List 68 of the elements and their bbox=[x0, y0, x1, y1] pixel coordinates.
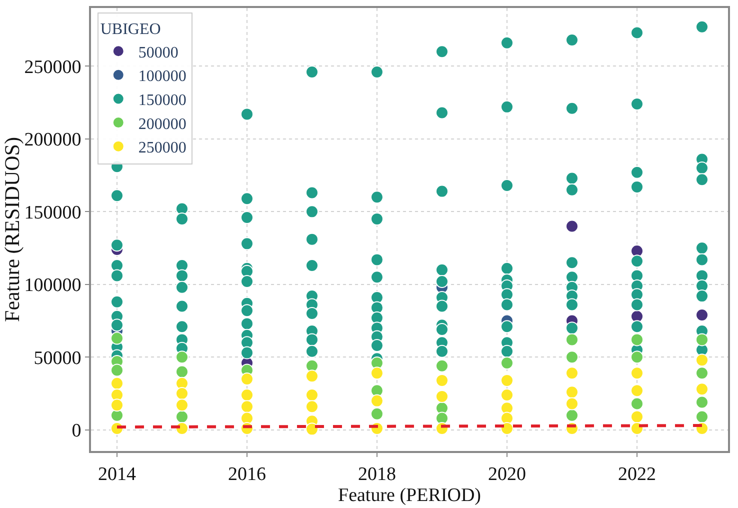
point bbox=[566, 366, 578, 380]
point bbox=[306, 388, 318, 402]
y-tick-label: 50000 bbox=[34, 348, 82, 369]
point bbox=[630, 366, 644, 380]
x-axis-title: Feature (PERIOD) bbox=[338, 485, 481, 506]
point bbox=[110, 332, 124, 345]
point bbox=[500, 422, 514, 435]
point bbox=[566, 386, 578, 399]
point bbox=[630, 410, 644, 424]
point bbox=[500, 356, 514, 370]
point bbox=[240, 372, 254, 386]
point bbox=[370, 407, 384, 420]
point bbox=[240, 400, 254, 414]
point bbox=[500, 374, 514, 387]
point bbox=[306, 422, 318, 436]
x-tick-label: 2022 bbox=[618, 464, 656, 485]
point bbox=[696, 354, 708, 367]
point bbox=[110, 376, 124, 390]
legend-label: 200000 bbox=[138, 116, 186, 133]
point bbox=[176, 398, 188, 412]
x-tick-label: 2018 bbox=[358, 464, 396, 485]
legend-label: 150000 bbox=[138, 92, 186, 109]
point bbox=[306, 370, 318, 383]
point bbox=[436, 390, 448, 403]
legend-label: 50000 bbox=[138, 44, 178, 62]
point bbox=[306, 400, 318, 414]
point bbox=[176, 410, 188, 424]
point bbox=[696, 382, 708, 396]
x-tick-label: 2014 bbox=[98, 464, 136, 485]
point bbox=[566, 397, 578, 410]
legend-label: 100000 bbox=[138, 68, 186, 86]
point bbox=[176, 365, 188, 378]
y-tick-label: 150000 bbox=[24, 202, 82, 224]
point bbox=[500, 388, 514, 402]
point bbox=[566, 220, 578, 233]
point bbox=[566, 408, 578, 422]
point bbox=[500, 402, 514, 415]
point bbox=[370, 366, 384, 380]
point bbox=[370, 384, 384, 398]
legend-title: UBIGEO bbox=[100, 21, 161, 38]
point bbox=[630, 333, 644, 346]
point bbox=[630, 422, 644, 435]
point bbox=[176, 350, 188, 364]
point bbox=[630, 384, 644, 398]
legend-label: 250000 bbox=[138, 140, 186, 157]
x-tick-label: 2016 bbox=[228, 464, 266, 485]
point bbox=[436, 374, 448, 387]
point bbox=[630, 397, 644, 410]
y-tick-label: 0 bbox=[72, 420, 82, 442]
point bbox=[176, 387, 188, 400]
point bbox=[566, 350, 578, 364]
x-tick-label: 2020 bbox=[488, 464, 526, 485]
point bbox=[696, 308, 708, 322]
point bbox=[696, 366, 708, 380]
y-axis-title: Feature (RESIDUOS) bbox=[0, 137, 24, 322]
point bbox=[370, 394, 384, 408]
point bbox=[436, 359, 448, 372]
point bbox=[110, 398, 124, 412]
point bbox=[696, 333, 708, 346]
point bbox=[696, 396, 708, 409]
point bbox=[240, 388, 254, 402]
y-tick-label: 200000 bbox=[24, 130, 82, 151]
point bbox=[110, 364, 124, 377]
y-tick-label: 100000 bbox=[24, 275, 82, 296]
y-tick-label: 250000 bbox=[24, 56, 82, 78]
point bbox=[696, 410, 708, 424]
point bbox=[566, 333, 578, 346]
point bbox=[630, 350, 644, 364]
